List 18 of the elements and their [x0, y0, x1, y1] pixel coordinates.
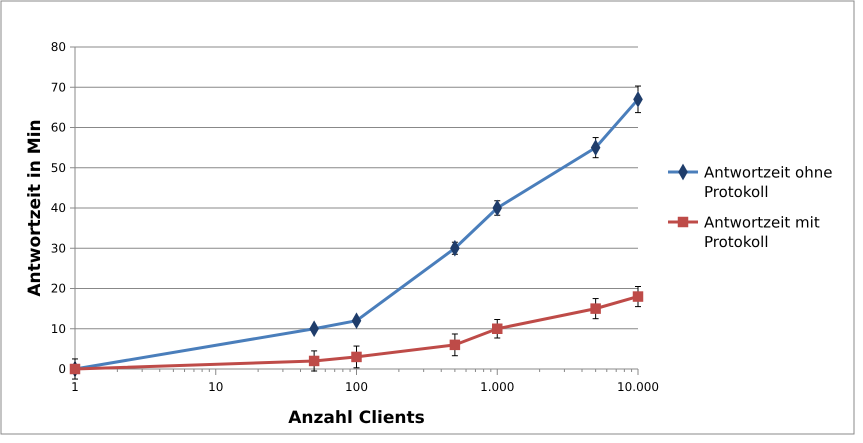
- y-tick-label: 80: [50, 40, 66, 54]
- y-tick-label: 20: [50, 282, 66, 296]
- x-tick-label: 10: [208, 380, 224, 394]
- x-tick-label: 10.000: [617, 380, 659, 394]
- y-tick-label: 40: [50, 201, 66, 216]
- y-tick-label: 60: [50, 120, 66, 135]
- y-tick-label: 10: [50, 322, 66, 336]
- x-tick-label: 100: [345, 380, 368, 394]
- x-tick-label: 1: [71, 380, 79, 394]
- y-tick-label: 30: [50, 241, 66, 256]
- y-axis-title: Antwortzeit in Min: [25, 119, 45, 297]
- y-tick-label: 70: [50, 80, 66, 94]
- y-tick-label: 0: [58, 362, 66, 376]
- x-axis-title: Anzahl Clients: [288, 408, 425, 428]
- x-tick-label: 1.000: [480, 380, 514, 394]
- legend-label: Antwortzeit ohne Protokoll: [704, 163, 832, 201]
- legend-label: Antwortzeit mit Protokoll: [704, 213, 820, 251]
- y-tick-label: 50: [50, 160, 66, 175]
